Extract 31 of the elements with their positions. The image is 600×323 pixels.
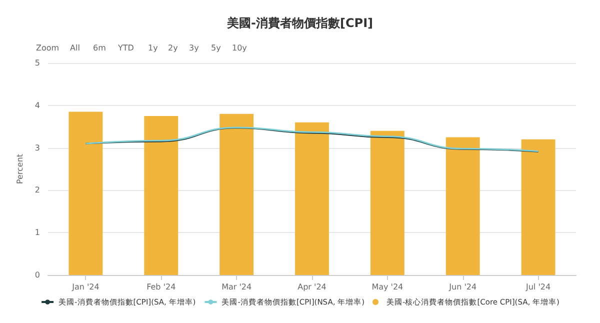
y-axis-title: Percent bbox=[16, 154, 24, 184]
text: 10y bbox=[232, 44, 248, 52]
y-tick-label: 4 bbox=[34, 100, 40, 110]
text: 2y bbox=[168, 44, 178, 52]
y-tick-label: 0 bbox=[34, 270, 40, 280]
x-tick-label: Feb '24 bbox=[146, 282, 176, 292]
x-tick-label: Mar '24 bbox=[222, 282, 252, 292]
x-tick-label: Jun '24 bbox=[448, 282, 477, 292]
y-tick-label: 3 bbox=[34, 143, 40, 152]
x-tick-label: Apr '24 bbox=[298, 282, 326, 292]
x-tick-label: May '24 bbox=[372, 282, 404, 292]
text: 1y bbox=[148, 44, 158, 52]
x-tick-label: Jul '24 bbox=[524, 282, 551, 292]
y-tick-label: 1 bbox=[34, 228, 40, 238]
chart-title: 美國-消費者物價指數[CPI] bbox=[226, 16, 374, 30]
y-tick-label: 5 bbox=[34, 58, 40, 68]
x-tick-label: Jan '24 bbox=[71, 282, 100, 292]
text: 3y bbox=[189, 44, 200, 52]
text: YTD bbox=[117, 44, 134, 52]
bar bbox=[295, 122, 329, 275]
text: 6m bbox=[93, 44, 106, 52]
bar bbox=[144, 116, 178, 275]
bar bbox=[220, 114, 254, 275]
bar bbox=[446, 137, 480, 275]
bar bbox=[521, 139, 556, 275]
text: 5y bbox=[211, 44, 222, 52]
text: Zoom bbox=[36, 44, 60, 52]
bar bbox=[370, 130, 404, 275]
text: All bbox=[70, 44, 80, 52]
y-tick-label: 2 bbox=[34, 186, 40, 195]
bar bbox=[68, 112, 103, 275]
